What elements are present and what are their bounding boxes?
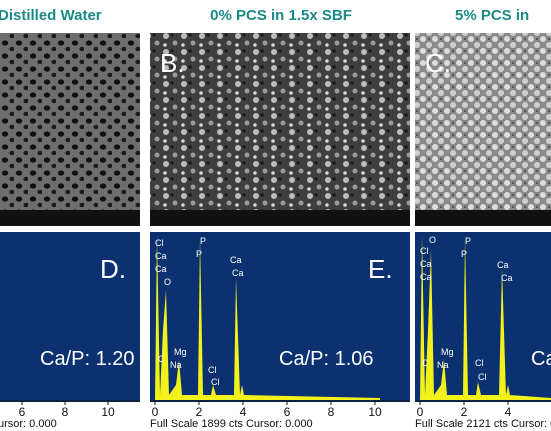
element-label: O <box>429 235 436 245</box>
element-label: Cl <box>155 238 164 248</box>
element-label: Ca <box>155 251 167 261</box>
sem-image <box>150 33 410 226</box>
ca-p-ratio: Ca/P: 1.06 <box>279 348 374 370</box>
element-label: C <box>422 358 429 368</box>
footer: ursor: 0.000 <box>0 418 57 430</box>
footer: Full Scale 1899 cts Cursor: 0.000 <box>150 418 313 430</box>
sem-info-bar <box>150 210 410 226</box>
title: 5% PCS in <box>455 7 529 24</box>
tick-label: 10 <box>368 405 382 419</box>
spectrum-trace <box>155 236 380 400</box>
sem-info-bar <box>0 210 140 226</box>
element-label: P <box>465 236 471 246</box>
footer: Full Scale 2121 cts Cursor: 0.000 <box>415 418 551 430</box>
element-label: Ca <box>232 268 244 278</box>
element-label: Cl <box>420 246 429 256</box>
spectrum-trace <box>420 236 551 400</box>
spectrum-panel <box>0 232 140 402</box>
element-label: Ca <box>420 272 432 282</box>
tick-label: 2 <box>461 405 468 419</box>
ca-p-ratio: Ca <box>531 348 551 370</box>
element-label: Ca <box>420 259 432 269</box>
element-label: Ca <box>230 255 242 265</box>
title: Distilled Water <box>0 7 102 24</box>
sem-image <box>415 33 551 226</box>
panel-label: B. <box>160 48 185 78</box>
element-label: Na <box>170 360 182 370</box>
panel-label: C. <box>425 48 451 78</box>
panel-label: E. <box>368 254 393 284</box>
element-label: O <box>164 277 171 287</box>
element-label: P <box>196 249 202 259</box>
tick-label: 6 <box>284 405 291 419</box>
sem-info-bar <box>415 210 551 226</box>
element-label: C <box>158 354 165 364</box>
element-label: Mg <box>174 347 187 357</box>
tick-label: 4 <box>505 405 512 419</box>
title: 0% PCS in 1.5x SBF <box>210 7 352 24</box>
tick-label: 0 <box>152 405 159 419</box>
tick-label: 0 <box>417 405 424 419</box>
element-label: Ca <box>155 264 167 274</box>
tick-label: 4 <box>240 405 247 419</box>
element-label: Cl <box>475 358 484 368</box>
element-label: P <box>461 249 467 259</box>
element-label: Cl <box>211 377 220 387</box>
element-label: Na <box>437 360 449 370</box>
element-label: Cl <box>478 372 487 382</box>
tick-label: 10 <box>101 405 115 419</box>
spectrum-panel <box>150 232 410 402</box>
element-label: Ca <box>501 273 513 283</box>
tick-label: 6 <box>19 405 26 419</box>
element-label: Cl <box>208 365 217 375</box>
element-label: Mg <box>441 347 454 357</box>
tick-label: 8 <box>328 405 335 419</box>
tick-label: 2 <box>196 405 203 419</box>
sem-image <box>0 33 140 226</box>
spectrum-panel <box>415 232 551 402</box>
element-label: Ca <box>497 260 509 270</box>
element-label: P <box>200 236 206 246</box>
tick-label: 8 <box>62 405 69 419</box>
panel-label: D. <box>100 254 126 284</box>
ca-p-ratio: Ca/P: 1.20 <box>40 348 135 370</box>
